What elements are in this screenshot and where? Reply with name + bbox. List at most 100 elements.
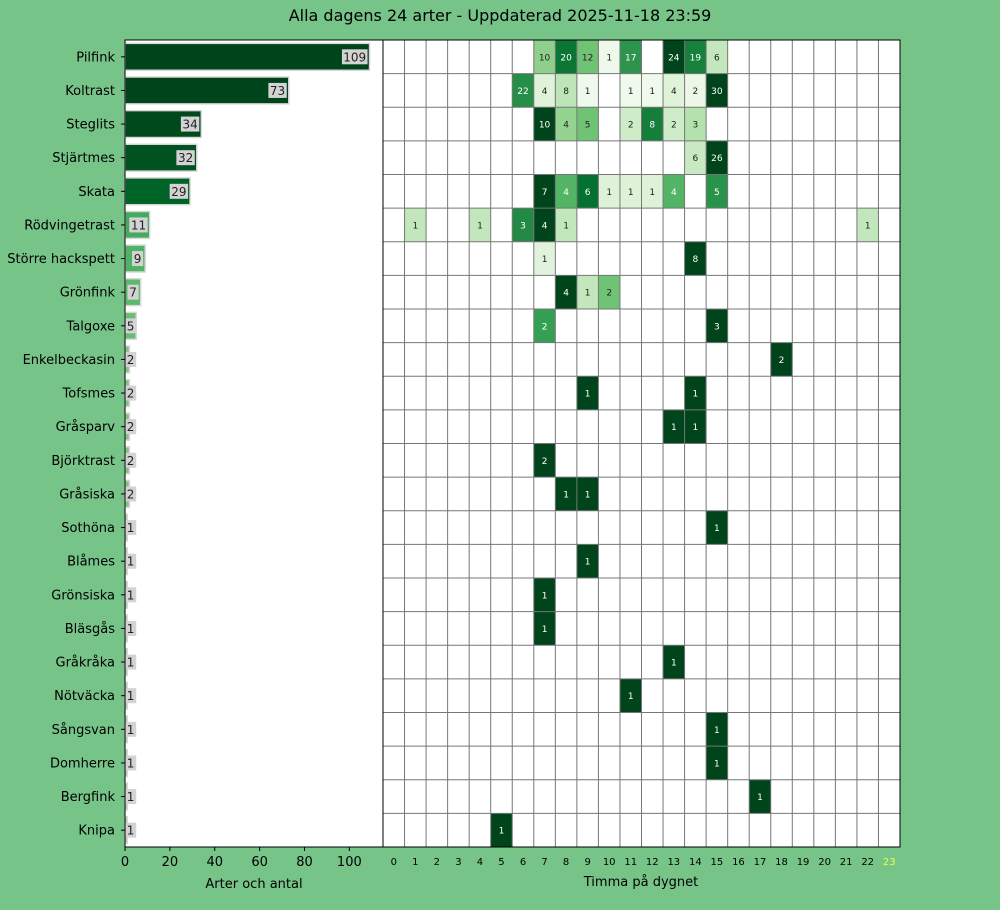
heatmap-cell [512, 208, 534, 242]
heatmap-cell-label: 2 [779, 356, 785, 366]
heatmap-cell [706, 510, 728, 545]
heatmap-cell [533, 443, 556, 478]
heatmap-cell [555, 73, 577, 108]
y-tick-label: Domherre [50, 756, 115, 771]
y-tick-label: Bergfink [61, 790, 116, 805]
heatmap-cell [684, 409, 707, 444]
heatmap-cell [469, 208, 491, 242]
heatmap-cell [598, 275, 620, 309]
bar-value-label: 1 [127, 756, 135, 770]
heatmap-cell [533, 578, 556, 612]
bar-value-label-bg [125, 654, 137, 670]
heatmap-cell [684, 73, 707, 108]
heatmap-cell [555, 208, 577, 242]
bar [124, 42, 371, 72]
x-tick-label: 0 [121, 855, 129, 870]
bar-value-label: 1 [127, 588, 135, 602]
heatmap-cell-label: 6 [692, 154, 698, 164]
heatmap-cell [706, 712, 728, 747]
y-tick-label: Bläsgås [65, 622, 115, 637]
heatmap-cell-label: 26 [711, 154, 723, 164]
heatmap-cell-label: 4 [542, 221, 548, 231]
hour-tick-label: 2 [434, 857, 440, 868]
heatmap-cell [684, 40, 707, 74]
heatmap-cell-label: 2 [606, 289, 612, 299]
x-tick-label: 100 [337, 855, 362, 870]
heatmap-cell-label: 1 [865, 221, 871, 231]
bar-value-label-bg [180, 116, 200, 132]
heatmap-cell [663, 40, 685, 74]
bar-value-label: 1 [127, 555, 135, 569]
heatmap-cell-label: 1 [692, 390, 698, 400]
bar-value-label-bg [125, 789, 137, 805]
bar-value-label: 5 [127, 319, 135, 333]
bar-value-label-bg [125, 755, 137, 771]
bar-plot-background [125, 40, 383, 847]
y-tick-label: Stjärtmes [52, 151, 115, 166]
hour-tick-label: 11 [624, 857, 637, 868]
bar-value-label-bg [125, 822, 137, 838]
heatmap-cell-label: 22 [517, 87, 528, 97]
hour-tick-label: 20 [818, 857, 831, 868]
heatmap-cell [555, 107, 577, 141]
heatmap-cell-label: 3 [520, 221, 526, 231]
y-tick-label: Knipa [78, 824, 115, 839]
hour-tick-label: 19 [797, 857, 810, 868]
heatmap-x-axis-label: Timma på dygnet [583, 875, 698, 890]
heatmap-cell [619, 678, 642, 713]
heatmap-cell [706, 40, 728, 74]
heatmap-cell [663, 73, 685, 108]
heatmap-cell [641, 73, 664, 108]
hour-tick-label: 21 [840, 857, 853, 868]
hour-tick-label: 8 [563, 857, 569, 868]
heatmap-cell-label: 6 [714, 53, 720, 63]
heatmap-cell-label: 1 [542, 591, 548, 601]
bar-value-label: 1 [127, 521, 135, 535]
heatmap-cell [533, 174, 556, 209]
heatmap-cell-label: 10 [539, 121, 551, 131]
bar-value-label: 2 [127, 387, 135, 401]
heatmap-cell-label: 2 [628, 121, 634, 131]
x-tick-label: 20 [162, 855, 179, 870]
heatmap-cell-label: 1 [585, 87, 591, 97]
y-tick-label: Steglits [66, 118, 115, 133]
bar-value-label-bg [176, 150, 195, 166]
heatmap-cell-label: 2 [692, 87, 698, 97]
heatmap-cell-label: 1 [606, 188, 612, 198]
hour-tick-label: 17 [754, 857, 767, 868]
hour-tick-label: 0 [391, 857, 397, 868]
heatmap-cell-label: 1 [563, 221, 569, 231]
heatmap-cell [533, 107, 556, 141]
y-tick-label: Gråsiska [59, 487, 115, 502]
heatmap-cell [576, 174, 599, 209]
heatmap-cell-label: 1 [628, 188, 634, 198]
heatmap-cell [619, 73, 642, 108]
bar-value-label: 9 [134, 252, 142, 266]
heatmap-cell [641, 174, 664, 209]
bar-x-axis-label: Arter och antal [205, 877, 302, 892]
bar-value-label: 109 [343, 50, 366, 64]
heatmap-cell [576, 477, 599, 511]
hour-tick-label: 1 [412, 857, 418, 868]
bar-value-label-bg [125, 385, 137, 401]
heatmap-cell [619, 107, 642, 141]
bar-value-label-bg [341, 49, 368, 65]
heatmap-cell-label: 2 [542, 457, 548, 467]
y-tick-label: Sångsvan [52, 723, 115, 738]
y-tick-label: Enkelbeckasin [23, 353, 115, 368]
hour-tick-label: 3 [455, 857, 461, 868]
bar-value-label-bg [125, 419, 137, 435]
x-tick-label: 80 [296, 855, 313, 870]
heatmap-cell-label: 24 [668, 53, 680, 63]
heatmap-cell [663, 174, 685, 209]
y-tick-label: Pilfink [76, 50, 115, 65]
heatmap-cell [770, 342, 793, 377]
heatmap-cell [706, 746, 728, 780]
heatmap-cell-label: 1 [714, 524, 720, 534]
bar-value-label-bg [127, 284, 139, 300]
heatmap-cell-label: 3 [692, 121, 698, 131]
heatmap-cell [619, 174, 642, 209]
bar-value-label: 1 [127, 689, 135, 703]
hour-tick-label: 9 [584, 857, 590, 868]
